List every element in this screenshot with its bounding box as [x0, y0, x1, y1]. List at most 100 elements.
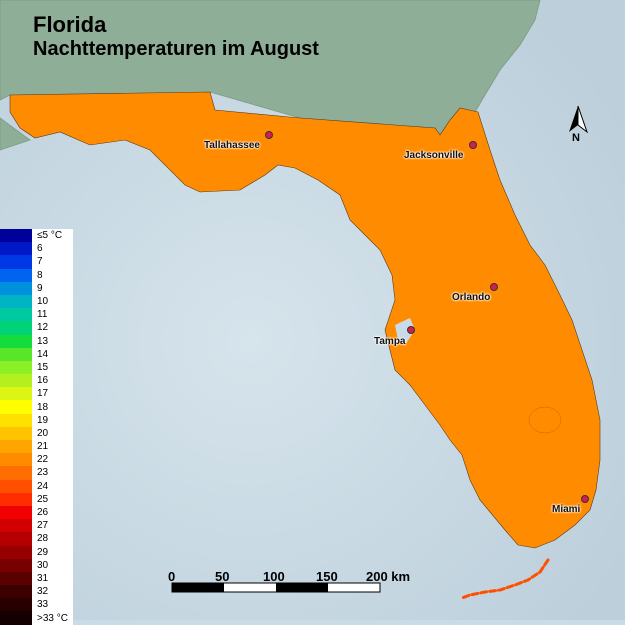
- legend-row: 30: [0, 558, 73, 572]
- legend-swatch: [0, 466, 32, 480]
- scale-tick-50: 50: [215, 569, 230, 584]
- legend-row: 31: [0, 571, 73, 586]
- legend-swatch: [0, 281, 32, 295]
- legend-label: 29: [37, 546, 49, 558]
- city-label-miami: Miami: [552, 504, 581, 515]
- legend-row: 33: [0, 598, 73, 612]
- florida-keys: [460, 558, 550, 600]
- legend-swatch: [0, 426, 32, 440]
- city-label-tallahassee: Tallahassee: [204, 140, 260, 151]
- legend-label: 28: [37, 533, 49, 545]
- legend-swatch: [0, 229, 32, 243]
- legend-label: 32: [37, 586, 49, 598]
- legend-row: 13: [0, 334, 73, 348]
- legend-label: >33 °C: [37, 612, 68, 624]
- legend-row: 22: [0, 453, 73, 467]
- legend-swatch: [0, 360, 32, 375]
- legend-swatch: [0, 334, 32, 348]
- legend-row: 20: [0, 426, 73, 440]
- tampa-bay: [395, 318, 415, 345]
- legend-swatch: [0, 347, 32, 361]
- legend-swatch: [0, 400, 32, 414]
- legend-swatch: [0, 611, 32, 625]
- lake-okeechobee: [528, 406, 562, 434]
- legend-swatch: [0, 242, 32, 256]
- legend-row: 14: [0, 347, 73, 361]
- legend-swatch: [0, 374, 32, 388]
- legend-swatch: [0, 308, 32, 322]
- legend-swatch: [0, 598, 32, 612]
- legend-row: 27: [0, 519, 73, 533]
- city-label-orlando: Orlando: [452, 292, 491, 303]
- legend-row: 29: [0, 545, 73, 559]
- scale-bar: [171, 582, 381, 593]
- legend-label: 23: [37, 467, 49, 479]
- legend-row: 24: [0, 479, 73, 493]
- legend-swatch: [0, 571, 32, 586]
- legend-swatch: [0, 505, 32, 520]
- legend-row: 19: [0, 413, 73, 427]
- legend-swatch: [0, 585, 32, 599]
- legend-row: 21: [0, 440, 73, 454]
- legend-label: 14: [37, 348, 49, 360]
- legend-label: 18: [37, 401, 49, 413]
- legend-row: 17: [0, 387, 73, 401]
- legend-label: 20: [37, 427, 49, 439]
- legend-label: 17: [37, 388, 49, 400]
- legend-label: 10: [37, 296, 49, 308]
- legend-row: 8: [0, 268, 73, 282]
- north-label: N: [572, 132, 580, 144]
- legend-swatch: [0, 532, 32, 546]
- legend-swatch: [0, 519, 32, 533]
- legend-label: 24: [37, 480, 49, 492]
- legend-row: 18: [0, 400, 73, 414]
- legend-swatch: [0, 294, 32, 309]
- legend-row: 23: [0, 466, 73, 480]
- legend-row: 28: [0, 532, 73, 546]
- legend-label: 19: [37, 414, 49, 426]
- legend-label: 16: [37, 375, 49, 387]
- legend-row: >33 °C: [0, 611, 73, 625]
- legend-swatch: [0, 268, 32, 282]
- legend-swatch: [0, 545, 32, 559]
- legend-label: 7: [37, 256, 43, 268]
- city-marker-orlando: [490, 283, 498, 291]
- city-label-tampa: Tampa: [374, 336, 406, 347]
- legend-swatch: [0, 479, 32, 493]
- legend-label: 11: [37, 309, 48, 321]
- legend-row: 7: [0, 255, 73, 269]
- legend-label: 31: [37, 572, 49, 584]
- legend-swatch: [0, 413, 32, 427]
- legend-row: 16: [0, 374, 73, 388]
- legend-label: 15: [37, 361, 49, 373]
- legend-row: 26: [0, 505, 73, 520]
- legend-label: 21: [37, 441, 49, 453]
- legend-swatch: [0, 321, 32, 335]
- city-marker-tampa: [407, 326, 415, 334]
- legend-row: 6: [0, 242, 73, 256]
- legend-label: 13: [37, 335, 49, 347]
- legend-label: 33: [37, 599, 49, 611]
- legend-swatch: [0, 255, 32, 269]
- legend-label: 6: [37, 243, 43, 255]
- legend-swatch: [0, 558, 32, 572]
- legend-row: 9: [0, 281, 73, 295]
- legend-label: 22: [37, 454, 49, 466]
- city-marker-tallahassee: [265, 131, 273, 139]
- legend-label: 12: [37, 322, 49, 334]
- legend-swatch: [0, 440, 32, 454]
- city-label-jacksonville: Jacksonville: [404, 150, 464, 161]
- legend-row: 11: [0, 308, 73, 322]
- scale-tick-0: 0: [168, 569, 176, 584]
- legend-label: ≤5 °C: [37, 230, 63, 242]
- scale-tick-200: 200 km: [366, 569, 411, 584]
- map-subtitle: Nachttemperaturen im August: [33, 38, 319, 60]
- legend-row: 32: [0, 585, 73, 599]
- legend-swatch: [0, 387, 32, 401]
- scale-tick-100: 100: [263, 569, 285, 584]
- legend-label: 8: [37, 269, 43, 281]
- legend-row: 10: [0, 294, 73, 309]
- legend-swatch: [0, 453, 32, 467]
- legend-label: 26: [37, 507, 49, 519]
